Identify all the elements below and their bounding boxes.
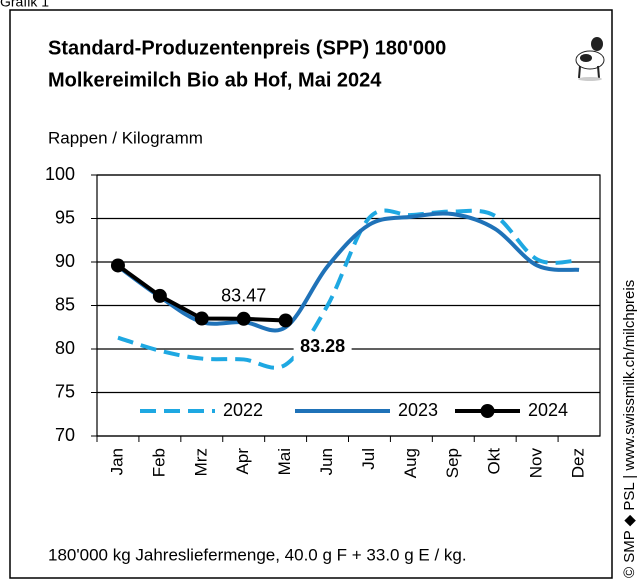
legend-label: 2022 <box>223 400 263 420</box>
label-box <box>293 332 352 361</box>
legend-label: 2024 <box>528 400 568 420</box>
x-tick-label: Mrz <box>191 448 210 476</box>
x-tick-label: Dez <box>569 448 588 478</box>
y-tick-label: 80 <box>55 338 75 358</box>
cow-icon <box>575 37 605 81</box>
x-tick-label: Nov <box>527 448 546 479</box>
chart-subtitle: Molkereimilch Bio ab Hof, Mai 2024 <box>48 69 382 91</box>
x-tick-label: Apr <box>233 448 252 475</box>
marker <box>152 288 167 303</box>
y-tick-label: 70 <box>55 425 75 445</box>
marker <box>278 313 293 328</box>
y-tick-label: 95 <box>55 207 75 227</box>
marker <box>236 311 251 326</box>
footnote: 180'000 kg Jahresliefermenge, 40.0 g F +… <box>48 545 467 564</box>
source: © SMP ◆ PSL | www.swissmilk.ch/milchprei… <box>621 280 638 578</box>
y-tick-label: 75 <box>55 381 75 401</box>
x-tick-label: Okt <box>485 448 504 475</box>
x-tick-label: Jan <box>107 448 126 475</box>
y-axis-label: Rappen / Kilogramm <box>48 128 203 147</box>
x-tick-label: Sep <box>443 448 462 478</box>
marker <box>110 258 125 273</box>
x-tick-label: Aug <box>401 448 420 478</box>
x-tick-label: Jun <box>317 448 336 475</box>
value-label: 83.47 <box>221 286 266 306</box>
legend-marker <box>480 404 495 418</box>
legend-label: 2023 <box>398 400 438 420</box>
x-tick-label: Jul <box>359 448 378 470</box>
y-tick-label: 90 <box>55 251 75 271</box>
value-label: 83.28 <box>300 336 345 356</box>
marker <box>194 311 209 326</box>
x-tick-label: Feb <box>149 448 168 477</box>
figure-label: Grafik 1 <box>0 0 49 10</box>
y-tick-label: 85 <box>55 294 75 314</box>
series-line <box>117 208 580 370</box>
chart-title: Standard-Produzentenpreis (SPP) 180'000 <box>48 37 446 59</box>
x-tick-label: Mai <box>275 448 294 475</box>
y-tick-label: 100 <box>45 164 75 184</box>
